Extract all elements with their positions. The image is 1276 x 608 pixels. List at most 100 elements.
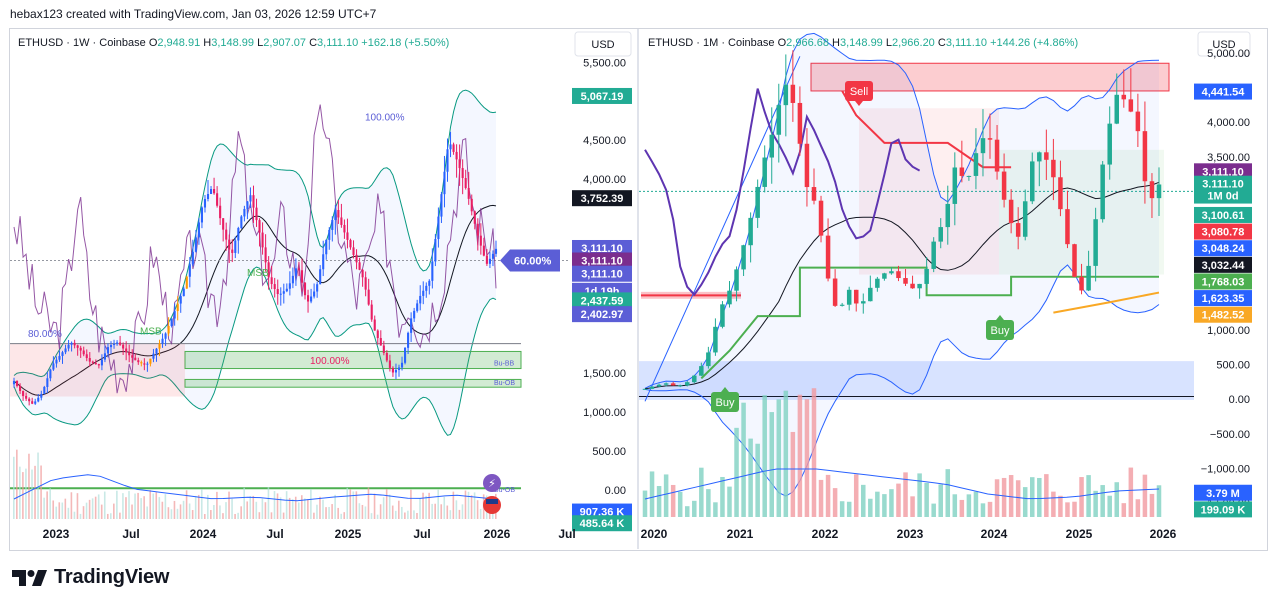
y-tick-label: 1,500.00 [583, 368, 626, 380]
candle-body [769, 134, 774, 158]
tradingview-logo-text: TradingView [54, 566, 170, 588]
volume-bar [207, 494, 209, 519]
volume-bar [416, 512, 418, 519]
candle-body [663, 383, 669, 385]
volume-bar [131, 504, 133, 519]
volume-bar [1015, 480, 1021, 517]
candle-body [443, 171, 446, 195]
x-tick-label: 2026 [484, 527, 511, 541]
tradingview-logo[interactable]: TradingView [12, 566, 169, 589]
y-tick-label: 1,000.00 [583, 407, 626, 419]
volume-bar [152, 493, 155, 519]
x-tick-label: 2024 [190, 527, 217, 541]
volume-bar [1022, 487, 1028, 517]
candle-body [706, 352, 711, 367]
volume-bar [91, 498, 94, 519]
candle-body [416, 303, 419, 311]
candle-body [458, 159, 461, 169]
volume-bar [279, 497, 282, 519]
flag-icon [483, 496, 501, 514]
candle-body [70, 342, 73, 345]
candle-body [228, 239, 231, 250]
candle-body [476, 223, 479, 236]
currency-button[interactable] [574, 31, 632, 57]
volume-bar [328, 506, 330, 519]
volume-bar [461, 504, 464, 519]
candle-body [134, 357, 137, 361]
candle-body [182, 288, 185, 297]
candle-body [125, 348, 128, 353]
candle-body [240, 216, 243, 229]
candle-body [1114, 94, 1120, 124]
trailing-stop-line [841, 90, 1012, 169]
x-tick-label: 2020 [641, 527, 668, 541]
currency-button[interactable] [1197, 31, 1251, 57]
candle-body [790, 84, 796, 103]
candle-body [494, 248, 498, 254]
candle-body [394, 369, 398, 373]
volume-bar [276, 493, 279, 519]
x-tick-label: Jul [558, 527, 575, 541]
right-chart-monthly[interactable]: Sell Buy Buy ETHUSD · 1M · Coinbase O2,966.… [639, 29, 1265, 549]
price-label: 2,402.97 [581, 309, 624, 321]
candle-body [1093, 219, 1098, 266]
candle-body [464, 178, 467, 188]
candle-body [400, 362, 404, 368]
volume-bar [966, 494, 972, 517]
volume-bar [313, 512, 315, 519]
price-label: 3,111.10 [581, 256, 623, 268]
candle-body [149, 358, 152, 364]
candle-body [294, 268, 297, 276]
volume-bar [959, 499, 965, 517]
candle-body [22, 390, 25, 396]
volume-bar [1093, 490, 1098, 517]
volume-bar [243, 487, 245, 519]
candle-body [376, 330, 379, 339]
volume-bar [642, 490, 648, 517]
x-tick-label: 2025 [335, 527, 362, 541]
signal-badge [986, 319, 1014, 340]
volume-bar [240, 506, 242, 519]
annotation-label: 80.00% [28, 329, 62, 340]
annotation-label: 100.00% [365, 113, 405, 124]
price-label-bg [1194, 223, 1252, 240]
candle-body [19, 385, 22, 391]
x-tick-label: Jul [122, 527, 139, 541]
panel-divider[interactable] [637, 29, 639, 549]
volume-bar [656, 486, 662, 517]
volume-bar [361, 504, 364, 519]
price-label: 3.79 M [1206, 488, 1240, 500]
price-label-bg [1194, 256, 1252, 273]
annotation-label: Bu-OB [494, 380, 515, 387]
candle-body [734, 269, 739, 291]
supertrend-line [700, 266, 1159, 380]
volume-bar [355, 491, 358, 519]
candle-body [322, 254, 325, 270]
volume-bar [191, 510, 194, 519]
volume-bar [213, 505, 215, 519]
volume-bar [896, 483, 901, 517]
volume-bar [404, 512, 406, 519]
trend-line [644, 56, 801, 402]
candle-body [1135, 111, 1141, 132]
chart-legend: ETHUSD · 1M · Coinbase O2,966.68 H3,148.… [648, 37, 1078, 49]
candle-body [896, 271, 901, 279]
volume-bar [228, 491, 230, 519]
volume-bar [825, 474, 831, 517]
volume-bar [684, 506, 690, 517]
supply-zone [10, 343, 185, 397]
candle-body [25, 395, 28, 399]
candle-body [804, 143, 810, 188]
candle-body [173, 311, 176, 319]
candle-body [109, 344, 113, 348]
candle-body [1058, 177, 1063, 210]
volume-bar [331, 504, 333, 519]
candle-body [373, 319, 376, 331]
candle-body [713, 326, 718, 353]
candle-body [55, 359, 58, 364]
candle-body [49, 369, 52, 379]
volume-bar [473, 492, 476, 519]
left-chart-weekly[interactable]: 100.00% 100.00% 80.00% MSB MSB Bu-BB Bu-OB Bu-O… [10, 29, 637, 549]
candle-body [355, 254, 358, 263]
price-label: 2,437.59 [581, 295, 624, 307]
